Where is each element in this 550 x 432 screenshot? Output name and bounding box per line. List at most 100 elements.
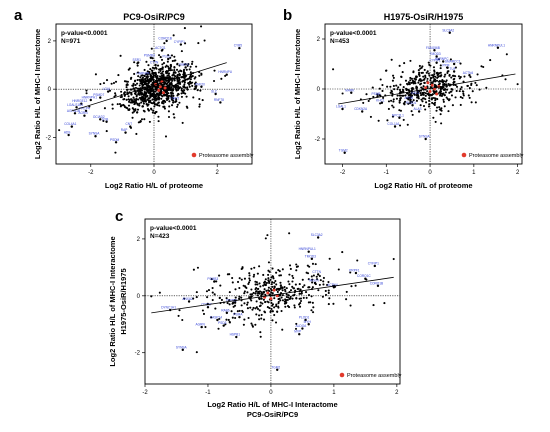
data-point bbox=[234, 296, 237, 299]
labeled-point bbox=[70, 125, 74, 128]
data-point bbox=[126, 107, 129, 110]
data-point bbox=[123, 91, 126, 94]
data-point bbox=[185, 95, 188, 98]
gene-label: CORO1B bbox=[158, 36, 171, 40]
data-point bbox=[265, 289, 268, 292]
data-point bbox=[131, 111, 134, 114]
data-point bbox=[200, 73, 203, 76]
data-point bbox=[172, 34, 175, 37]
data-point bbox=[114, 80, 118, 83]
data-point bbox=[413, 80, 416, 83]
data-point bbox=[233, 304, 237, 307]
data-point bbox=[184, 86, 187, 89]
data-point bbox=[462, 94, 465, 97]
data-point bbox=[137, 75, 140, 78]
data-point bbox=[201, 309, 204, 312]
data-point bbox=[145, 60, 148, 63]
data-point bbox=[341, 92, 344, 95]
gene-label: HNRNPUL1 bbox=[488, 43, 505, 47]
data-point bbox=[140, 74, 143, 77]
data-point bbox=[161, 63, 164, 66]
data-point bbox=[429, 79, 432, 82]
data-point bbox=[267, 277, 270, 280]
labeled-point bbox=[364, 277, 367, 280]
gene-label: ANXA2 bbox=[182, 297, 193, 301]
data-point bbox=[157, 78, 160, 81]
data-point bbox=[263, 280, 266, 283]
data-point bbox=[273, 306, 276, 309]
gene-label: CNT bbox=[126, 122, 133, 126]
data-point bbox=[102, 82, 106, 85]
y-axis-title: Log2 Ratio H/L of MHC-I Interactome bbox=[293, 29, 302, 159]
data-point bbox=[231, 281, 234, 284]
data-point bbox=[134, 108, 137, 111]
data-point bbox=[167, 69, 170, 72]
data-point bbox=[136, 111, 139, 114]
data-point bbox=[440, 94, 443, 98]
data-point bbox=[165, 94, 168, 97]
data-point bbox=[256, 283, 259, 286]
data-point bbox=[138, 87, 141, 90]
data-point bbox=[133, 98, 136, 101]
data-point bbox=[291, 280, 294, 283]
labeled-point bbox=[136, 61, 140, 64]
proteasome-point bbox=[432, 87, 436, 91]
data-point bbox=[188, 83, 191, 86]
data-point bbox=[160, 87, 164, 91]
data-point bbox=[278, 274, 281, 277]
data-point bbox=[258, 265, 261, 268]
labeled-point bbox=[214, 92, 217, 96]
data-point bbox=[425, 71, 428, 74]
data-point bbox=[120, 90, 123, 93]
data-point bbox=[153, 59, 156, 62]
data-point bbox=[386, 119, 389, 122]
data-point bbox=[151, 57, 154, 60]
data-point bbox=[420, 71, 423, 74]
data-point bbox=[234, 316, 237, 320]
data-point bbox=[441, 78, 444, 82]
data-point bbox=[203, 39, 206, 42]
data-point bbox=[266, 300, 269, 303]
data-point bbox=[141, 78, 144, 81]
data-point bbox=[126, 91, 129, 94]
data-point bbox=[211, 298, 214, 302]
data-point bbox=[255, 306, 258, 309]
data-point bbox=[147, 81, 151, 84]
data-point bbox=[182, 69, 185, 73]
data-point bbox=[400, 91, 403, 94]
data-point bbox=[266, 306, 269, 309]
gene-label: CYFIP1 bbox=[430, 58, 441, 62]
y-tick-label: 2 bbox=[317, 37, 321, 43]
data-point bbox=[168, 100, 171, 103]
data-point bbox=[299, 299, 303, 303]
data-point bbox=[326, 283, 329, 286]
gene-label: HNRNPC bbox=[435, 57, 449, 61]
data-point bbox=[312, 306, 315, 309]
data-point bbox=[127, 68, 130, 71]
data-point bbox=[308, 265, 311, 268]
data-point bbox=[281, 287, 284, 290]
data-point bbox=[468, 87, 471, 90]
data-point bbox=[156, 76, 159, 79]
data-point bbox=[426, 70, 429, 73]
gene-label: CORO1C bbox=[357, 274, 371, 278]
x-axis-title-2: PC9-OsiR/PC9 bbox=[247, 410, 298, 419]
data-point bbox=[85, 92, 88, 95]
data-point bbox=[398, 94, 401, 97]
data-point bbox=[267, 273, 270, 276]
data-point bbox=[175, 85, 178, 88]
data-point bbox=[170, 88, 173, 91]
data-point bbox=[315, 275, 318, 278]
proteasome-point bbox=[430, 83, 434, 87]
data-point bbox=[332, 302, 335, 305]
gene-label: HNRNPA bbox=[136, 71, 150, 75]
data-point bbox=[228, 273, 231, 276]
data-point bbox=[402, 118, 405, 121]
data-point bbox=[244, 285, 247, 288]
data-point bbox=[337, 268, 340, 271]
data-point bbox=[271, 304, 274, 307]
data-point bbox=[451, 74, 455, 77]
p-value: p-value<0.0001 bbox=[330, 30, 377, 37]
gene-label: SLC bbox=[211, 90, 218, 94]
